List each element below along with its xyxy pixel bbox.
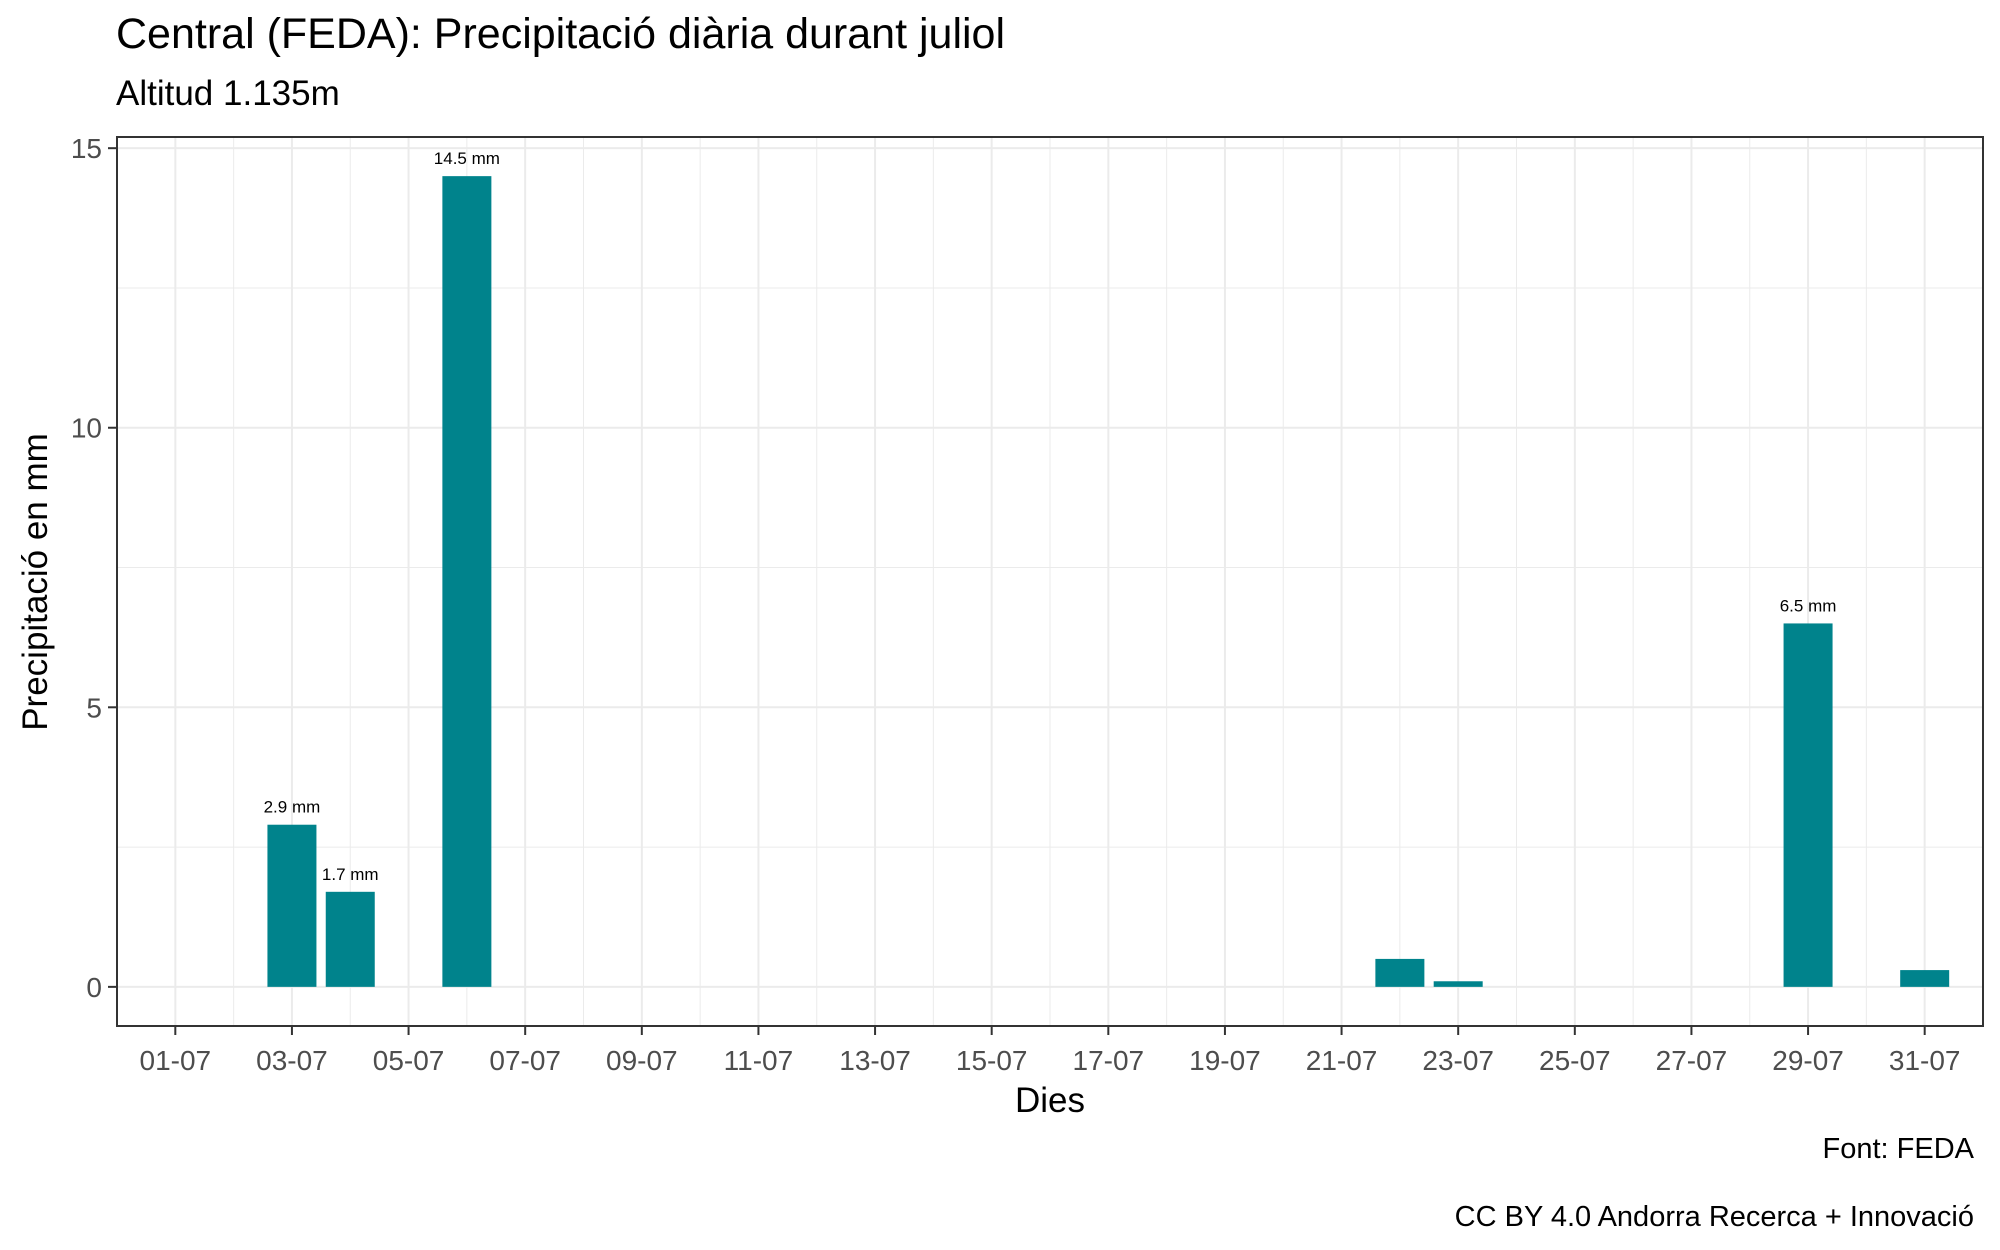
source-caption: Font: FEDA	[1822, 1133, 1975, 1165]
y-axis: 0 5 10 15	[71, 133, 117, 1003]
y-tick-label: 5	[86, 692, 102, 723]
bars	[267, 176, 1950, 987]
bar-value-label: 14.5 mm	[434, 149, 500, 168]
x-tick-label: 29-07	[1772, 1045, 1844, 1076]
y-axis-title: Precipitació en mm	[16, 433, 55, 731]
panel-border	[116, 136, 1984, 1027]
x-tick-label: 25-07	[1539, 1045, 1611, 1076]
x-tick-label: 31-07	[1889, 1045, 1961, 1076]
x-tick-label: 27-07	[1656, 1045, 1728, 1076]
bar	[1900, 970, 1950, 987]
y-tick-label: 0	[86, 972, 102, 1003]
grid-lines	[117, 137, 1983, 1026]
bar-value-label: 2.9 mm	[264, 798, 321, 817]
x-tick-label: 07-07	[489, 1045, 561, 1076]
x-tick-label: 15-07	[956, 1045, 1028, 1076]
bar	[325, 891, 375, 987]
bar	[1433, 981, 1483, 987]
x-tick-label: 13-07	[839, 1045, 911, 1076]
bar-value-label: 1.7 mm	[322, 865, 379, 884]
chart-subtitle: Altitud 1.135m	[116, 74, 340, 113]
x-tick-label: 21-07	[1306, 1045, 1378, 1076]
x-axis: 01-07 03-07 05-07 07-07 09-07 11-07 13-07 15-07…	[140, 1026, 1961, 1076]
bar-value-label: 6.5 mm	[1780, 596, 1837, 615]
license-caption: CC BY 4.0 Andorra Recerca + Innovació	[1454, 1201, 1974, 1233]
y-tick-label: 10	[71, 413, 102, 444]
bar	[1783, 623, 1833, 987]
x-tick-label: 03-07	[256, 1045, 328, 1076]
y-tick-label: 15	[71, 133, 102, 164]
x-tick-label: 05-07	[373, 1045, 445, 1076]
x-tick-label: 11-07	[724, 1045, 794, 1076]
x-tick-label: 23-07	[1422, 1045, 1494, 1076]
x-tick-label: 01-07	[140, 1045, 212, 1076]
bar	[267, 824, 317, 987]
x-tick-label: 09-07	[606, 1045, 678, 1076]
chart-title: Central (FEDA): Precipitació diària dura…	[116, 10, 1006, 58]
bar	[442, 176, 492, 987]
x-tick-label: 19-07	[1189, 1045, 1261, 1076]
x-tick-label: 17-07	[1073, 1045, 1145, 1076]
bar	[1375, 958, 1425, 987]
x-axis-title: Dies	[1015, 1081, 1085, 1120]
bar-value-labels: 2.9 mm 1.7 mm 14.5 mm 6.5 mm	[264, 149, 1837, 884]
